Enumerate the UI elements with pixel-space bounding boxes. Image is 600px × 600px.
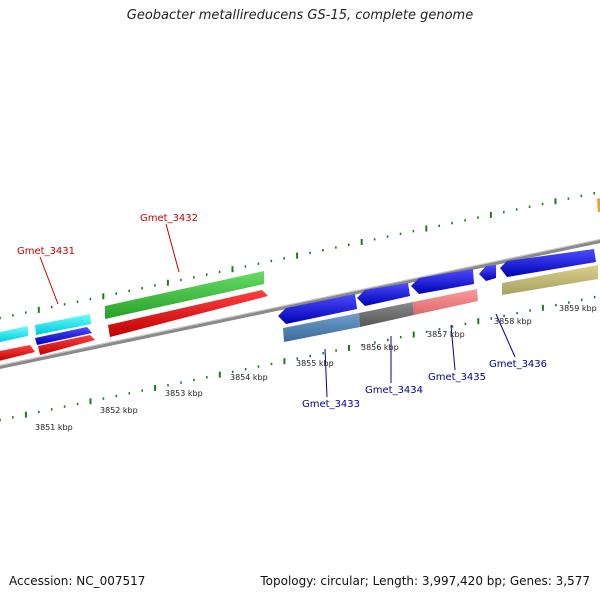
label-gmet-3435[interactable]: Gmet_3435 — [428, 372, 486, 383]
gene-arrow-blue-3434 — [357, 283, 410, 306]
genome-backbone-highlight — [0, 239, 600, 366]
gene-arrow-blue-3433 — [278, 294, 357, 324]
leader-gmet-3432 — [165, 223, 180, 273]
label-gmet-3431[interactable]: Gmet_3431 — [17, 246, 75, 257]
gene-arrow-cyan-forward — [0, 326, 28, 342]
kbp-label-3854: 3854 kbp — [230, 373, 268, 382]
gene-arrow-red-left — [0, 345, 35, 361]
kbp-label-3851: 3851 kbp — [35, 423, 73, 432]
label-gmet-3432[interactable]: Gmet_3432 — [140, 213, 198, 224]
accession-text: Accession: NC_007517 — [9, 574, 146, 588]
gene-arrow-blue-small — [35, 327, 92, 345]
gene-block-khaki — [502, 265, 598, 295]
kbp-label-3859: 3859 kbp — [559, 304, 597, 313]
kbp-label-3858: 3858 kbp — [494, 317, 532, 326]
gene-arrow-blue-3435 — [411, 269, 474, 294]
gene-arrow-red-mid — [38, 335, 95, 355]
gene-arrow-green — [105, 271, 264, 319]
kbp-label-3856: 3856 kbp — [361, 343, 399, 352]
lower-tick-track — [0, 295, 596, 422]
label-gmet-3433[interactable]: Gmet_3433 — [302, 399, 360, 410]
gene-arrow-cyan-forward-2 — [35, 314, 91, 335]
gene-block-steelblue — [283, 313, 360, 342]
leader-gmet-3433 — [324, 348, 328, 398]
genome-summary-text: Topology: circular; Length: 3,997,420 bp… — [260, 574, 590, 588]
gene-arrow-blue-3436 — [500, 249, 596, 277]
kbp-label-3855: 3855 kbp — [296, 359, 334, 368]
gene-block-pink — [413, 289, 478, 315]
leader-gmet-3431 — [39, 256, 59, 305]
upper-tick-track — [0, 192, 596, 320]
genome-backbone — [0, 239, 600, 369]
gene-arrow-red-long — [108, 290, 268, 337]
kbp-label-3857: 3857 kbp — [427, 330, 465, 339]
kbp-label-3852: 3852 kbp — [100, 406, 138, 415]
leader-gmet-3436 — [495, 313, 516, 358]
label-gmet-3436[interactable]: Gmet_3436 — [489, 359, 547, 370]
gene-arrow-blue-small-2 — [479, 265, 496, 281]
kbp-label-3853: 3853 kbp — [165, 389, 203, 398]
gene-block-gray — [359, 302, 414, 327]
feature-edge-orange — [597, 198, 600, 212]
leader-gmet-3435 — [450, 324, 456, 371]
genome-title: Geobacter metallireducens GS-15, complet… — [126, 8, 474, 23]
label-gmet-3434[interactable]: Gmet_3434 — [365, 385, 423, 396]
